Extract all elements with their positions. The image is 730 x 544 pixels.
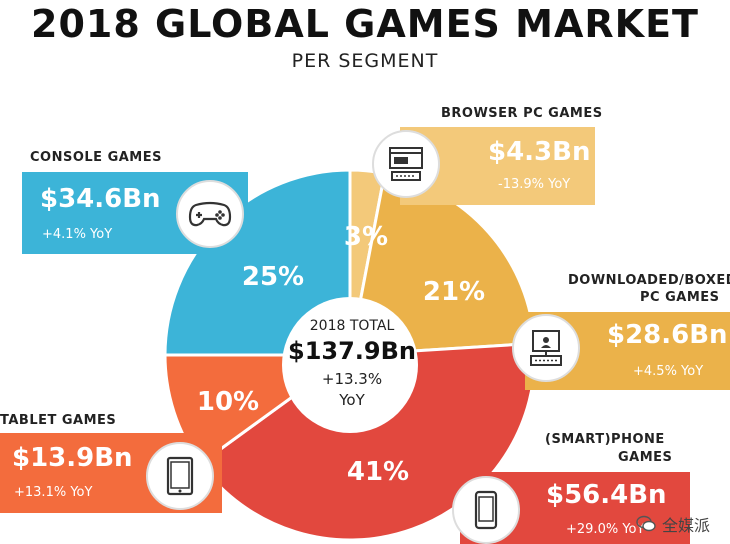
center-total-value: $137.9Bn — [288, 337, 416, 365]
wechat-icon — [636, 515, 656, 532]
tablet-label: TABLET GAMES — [0, 413, 117, 428]
phone-value: $56.4Bn — [546, 480, 667, 510]
pct-label-phone: 41% — [347, 457, 409, 487]
chart-subtitle: PER SEGMENT — [291, 50, 439, 72]
gamepad-icon — [176, 180, 244, 248]
browser-label: BROWSER PC GAMES — [441, 106, 603, 121]
downloaded-value: $28.6Bn — [607, 320, 728, 350]
downloaded-yoy: +4.5% YoY — [633, 364, 704, 379]
watermark-text: 全媒派 — [661, 516, 710, 535]
browser-value: $4.3Bn — [488, 137, 591, 167]
console-yoy: +4.1% YoY — [42, 227, 113, 242]
tablet-icon — [146, 442, 214, 510]
phone-yoy: +29.0% YoY — [566, 522, 645, 537]
smartphone-icon — [452, 476, 520, 544]
downloaded-label-line1: DOWNLOADED/BOXED — [568, 273, 730, 288]
phone-label-line2: GAMES — [618, 450, 673, 465]
console-label: CONSOLE GAMES — [30, 150, 162, 165]
center-total-yoy: +13.3% — [322, 370, 382, 388]
center-total-yoy-unit: YoY — [338, 391, 365, 409]
tablet-yoy: +13.1% YoY — [14, 485, 93, 500]
center-total-label: 2018 TOTAL — [310, 318, 395, 334]
downloaded-label-line2: PC GAMES — [640, 290, 720, 305]
tablet-value: $13.9Bn — [12, 443, 133, 473]
center-circle — [282, 297, 418, 433]
pct-label-browser: 3% — [344, 222, 388, 252]
desktop-pc-icon — [512, 314, 580, 382]
pct-label-tablet: 10% — [197, 387, 259, 417]
browser-pc-icon — [372, 130, 440, 198]
browser-yoy: -13.9% YoY — [498, 177, 571, 192]
console-value: $34.6Bn — [40, 184, 161, 214]
chart-title: 2018 GLOBAL GAMES MARKET — [31, 2, 699, 46]
pct-label-console: 25% — [242, 262, 304, 292]
pie-slice-phone — [198, 341, 537, 542]
watermark: 全媒派 — [636, 512, 710, 536]
phone-label-line1: (SMART)PHONE — [545, 432, 665, 447]
pct-label-downloaded: 21% — [423, 277, 485, 307]
